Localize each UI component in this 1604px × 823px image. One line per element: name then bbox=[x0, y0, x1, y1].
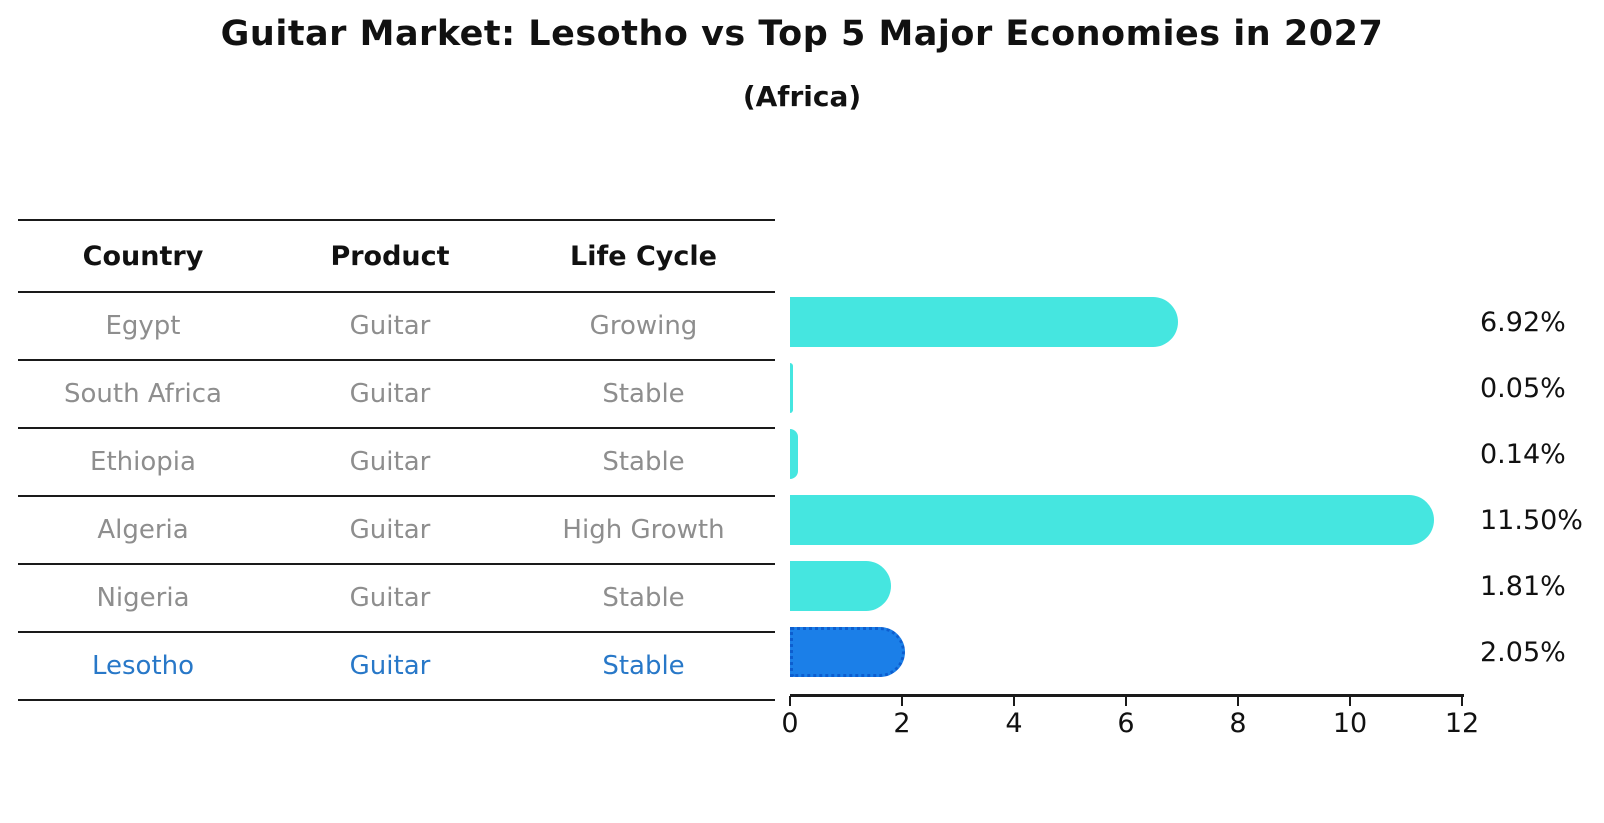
x-axis-tick-label: 2 bbox=[893, 708, 911, 739]
bar-lesotho bbox=[790, 627, 905, 677]
table-header-row: Country Product Life Cycle bbox=[18, 221, 775, 293]
cell-country: South Africa bbox=[64, 379, 222, 409]
bar-algeria bbox=[790, 495, 1434, 545]
x-axis-tick bbox=[1236, 696, 1240, 706]
cell-product: Guitar bbox=[349, 311, 431, 341]
table-row-nigeria: Nigeria Guitar Stable bbox=[18, 565, 775, 633]
x-axis-tick-label: 8 bbox=[1229, 708, 1247, 739]
chart-subtitle: (Africa) bbox=[742, 80, 862, 113]
cell-lifecycle: High Growth bbox=[562, 515, 725, 545]
chart-title: Guitar Market: Lesotho vs Top 5 Major Ec… bbox=[220, 14, 1384, 54]
bar-south-africa bbox=[790, 363, 793, 413]
cell-lifecycle: Stable bbox=[602, 447, 685, 477]
country-table: Country Product Life Cycle Egypt Guitar … bbox=[18, 219, 775, 701]
x-axis-tick bbox=[900, 696, 904, 706]
bar-ethiopia bbox=[790, 429, 798, 479]
cell-product: Guitar bbox=[349, 447, 431, 477]
cell-product: Guitar bbox=[349, 651, 431, 681]
table-row-lesotho: Lesotho Guitar Stable bbox=[18, 633, 775, 701]
x-axis-tick bbox=[1124, 696, 1128, 706]
table-row-algeria: Algeria Guitar High Growth bbox=[18, 497, 775, 565]
table-header-lifecycle: Life Cycle bbox=[570, 240, 717, 272]
x-axis-tick-label: 12 bbox=[1444, 708, 1480, 739]
value-label-south-africa: 0.05% bbox=[1480, 372, 1566, 404]
value-label-nigeria: 1.81% bbox=[1480, 570, 1566, 602]
cell-lifecycle: Stable bbox=[602, 379, 685, 409]
x-axis-tick bbox=[1012, 696, 1016, 706]
cell-country: Egypt bbox=[105, 311, 181, 341]
x-axis-tick-label: 6 bbox=[1117, 708, 1135, 739]
cell-country: Lesotho bbox=[91, 651, 195, 681]
value-label-lesotho: 2.05% bbox=[1480, 636, 1566, 668]
value-label-algeria: 11.50% bbox=[1480, 504, 1583, 536]
value-label-ethiopia: 0.14% bbox=[1480, 438, 1566, 470]
bar-nigeria bbox=[790, 561, 892, 611]
cell-country: Ethiopia bbox=[90, 447, 196, 477]
cell-lifecycle: Growing bbox=[589, 311, 698, 341]
table-row-south-africa: South Africa Guitar Stable bbox=[18, 361, 775, 429]
bar-egypt bbox=[790, 297, 1178, 347]
x-axis-line bbox=[790, 694, 1464, 697]
x-axis-tick-label: 4 bbox=[1005, 708, 1023, 739]
table-header-product: Product bbox=[330, 240, 450, 272]
x-axis-tick bbox=[1348, 696, 1352, 706]
cell-country: Nigeria bbox=[96, 583, 190, 613]
cell-product: Guitar bbox=[349, 515, 431, 545]
x-axis-tick-label: 0 bbox=[781, 708, 799, 739]
cell-product: Guitar bbox=[349, 379, 431, 409]
x-axis-tick-label: 10 bbox=[1332, 708, 1368, 739]
x-axis-tick bbox=[1460, 696, 1464, 706]
value-label-egypt: 6.92% bbox=[1480, 306, 1566, 338]
table-row-ethiopia: Ethiopia Guitar Stable bbox=[18, 429, 775, 497]
cell-product: Guitar bbox=[349, 583, 431, 613]
cell-lifecycle: Stable bbox=[602, 651, 685, 681]
cell-lifecycle: Stable bbox=[602, 583, 685, 613]
table-header-country: Country bbox=[82, 240, 204, 272]
table-row-egypt: Egypt Guitar Growing bbox=[18, 293, 775, 361]
x-axis-tick bbox=[788, 696, 792, 706]
cell-country: Algeria bbox=[97, 515, 189, 545]
